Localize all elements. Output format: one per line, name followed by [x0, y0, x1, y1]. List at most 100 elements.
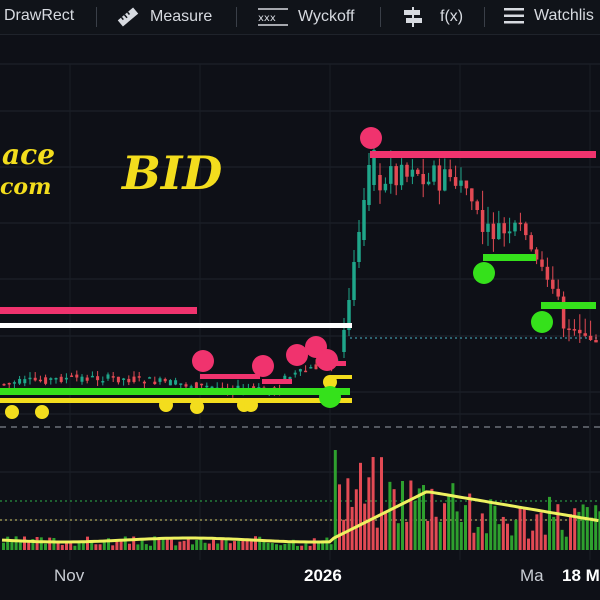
candle-body — [540, 259, 544, 267]
volume-bar — [262, 541, 266, 550]
volume-bar — [60, 544, 64, 550]
chart-area[interactable]: ace com BID Nov 2026 Ma 18 M — [0, 34, 600, 600]
volume-bar — [539, 512, 543, 550]
volume-bar — [371, 457, 375, 550]
volume-bar — [182, 540, 186, 550]
yellow-signal-dot — [323, 375, 337, 389]
volume-bar — [69, 543, 73, 550]
toolbar-divider — [96, 7, 97, 27]
price-chart[interactable] — [0, 34, 600, 600]
volume-bar — [10, 539, 14, 550]
measure-tool[interactable]: Measure — [116, 7, 212, 27]
volume-bar — [94, 544, 98, 550]
candle-body — [443, 169, 447, 191]
x-tick-date: 18 M — [562, 566, 600, 585]
volume-bar — [325, 537, 329, 550]
volume-bar — [212, 537, 215, 550]
volume-bar — [170, 539, 173, 550]
volume-bar — [174, 545, 178, 550]
volume-bar — [149, 545, 152, 550]
pink-signal-dot — [360, 127, 382, 149]
x-tick-ma: Ma — [520, 566, 544, 585]
volume-bar — [191, 544, 194, 550]
volume-bar — [573, 508, 577, 550]
candle-body — [189, 386, 193, 388]
volume-bar — [577, 511, 581, 550]
volume-bar — [56, 542, 60, 550]
candle-body — [583, 333, 587, 336]
function-label: f(x) — [440, 8, 464, 25]
candle-body — [416, 169, 420, 175]
x-tick-2026: 2026 — [304, 566, 342, 585]
volume-bar — [564, 536, 568, 550]
watermark-line1: ace — [2, 138, 56, 171]
candle-body — [534, 249, 539, 260]
volume-bar — [161, 537, 165, 550]
pink-signal-dot — [252, 355, 274, 377]
volume-bar — [392, 489, 396, 550]
level-pink-high — [370, 151, 596, 158]
volume-bar — [346, 478, 350, 550]
candle-body — [70, 375, 74, 377]
volume-bar — [203, 542, 207, 550]
candle-body — [513, 222, 517, 232]
volume-bar — [447, 495, 451, 550]
volume-bar — [98, 544, 102, 550]
volume-bar — [531, 530, 535, 550]
candle-body — [475, 201, 479, 210]
candle-body — [394, 166, 398, 186]
watermark-line2: com — [0, 174, 52, 200]
x-tick-nov: Nov — [54, 566, 85, 585]
volume-bar — [329, 544, 333, 550]
volume-bar — [438, 521, 442, 550]
candle-body — [106, 374, 110, 379]
watchlist-tool[interactable]: Watchlis — [504, 7, 594, 25]
candle-body — [561, 296, 566, 329]
volume-bar — [77, 542, 81, 550]
candle-body — [33, 377, 37, 381]
candle-body — [524, 223, 528, 236]
volume-bar — [459, 521, 463, 550]
candle-body — [85, 377, 89, 381]
candle-body — [163, 378, 167, 382]
volume-bar — [426, 520, 430, 550]
volume-bar — [228, 543, 232, 550]
candle-body — [518, 222, 523, 225]
hamburger-icon — [504, 8, 524, 24]
toolbar-divider — [484, 7, 485, 27]
green-signal-dot — [473, 262, 495, 284]
volume-bar — [585, 507, 589, 550]
candle-body — [283, 375, 287, 381]
volume-bar — [296, 545, 299, 550]
volume-bar — [363, 503, 367, 550]
function-tool[interactable]: f(x) — [402, 7, 463, 27]
wyckoff-tool[interactable]: xxx Wyckoff — [258, 7, 354, 27]
volume-bar — [317, 542, 320, 550]
drawrect-tool[interactable]: DrawRect — [4, 7, 74, 25]
candle-body — [578, 329, 582, 334]
volume-bar — [165, 537, 169, 550]
candle-body — [2, 383, 6, 386]
candle-body — [174, 380, 178, 385]
candle-body — [594, 340, 598, 343]
volume-bar — [270, 543, 274, 550]
volume-bar — [14, 536, 18, 550]
volume-bar — [342, 519, 346, 550]
volume-bar — [119, 540, 123, 550]
volume-bar — [216, 543, 220, 550]
candle-body — [545, 266, 550, 280]
candle-body — [572, 329, 577, 331]
yellow-signal-dot — [5, 405, 19, 419]
volume-bar — [31, 539, 35, 550]
volume-bar — [111, 545, 115, 550]
volume-bar — [220, 538, 224, 550]
volume-moving-average — [1, 490, 599, 544]
level-white — [0, 323, 352, 328]
level-pink-mini — [200, 374, 260, 379]
volume-bar — [140, 540, 144, 550]
volume-bar — [518, 506, 522, 550]
candle-body — [132, 376, 136, 382]
volume-bar — [233, 541, 236, 550]
wyckoff-icon: xxx — [258, 8, 288, 26]
green-signal-dot — [319, 386, 341, 408]
